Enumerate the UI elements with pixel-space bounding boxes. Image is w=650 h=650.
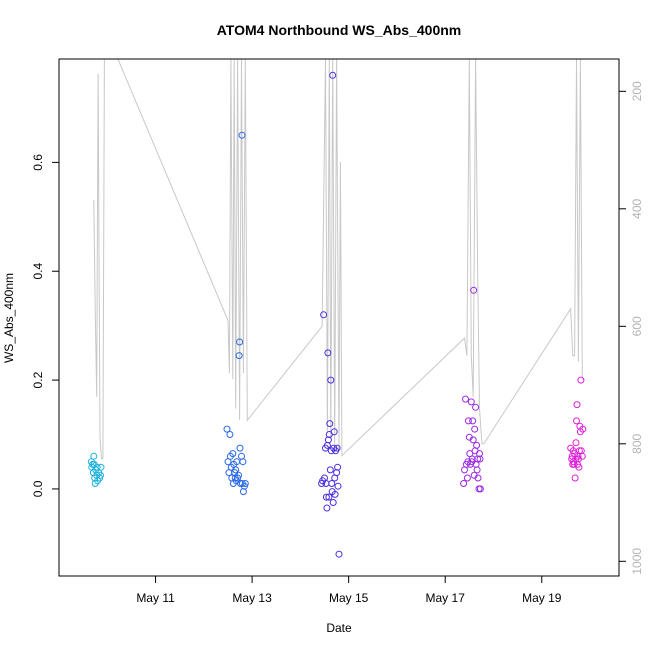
data-point [571, 474, 579, 482]
data-point [329, 499, 337, 506]
data-point [223, 425, 231, 433]
y2-tick-label: 800 [630, 433, 644, 453]
data-point [474, 474, 482, 482]
data-point [232, 466, 240, 474]
x-tick-label: May 13 [232, 591, 272, 605]
data-point [320, 311, 328, 319]
secondary-axis-profile [93, 58, 585, 459]
data-point [326, 420, 334, 428]
data-point [238, 131, 246, 139]
y-axis: 0.0 0.2 0.4 0.6 [31, 154, 59, 497]
y2-tick-label: 1000 [630, 548, 644, 575]
plot-frame [58, 58, 620, 577]
data-point [575, 447, 583, 455]
data-points [87, 71, 587, 558]
data-point [460, 480, 468, 487]
data-point [476, 485, 484, 493]
data-point [573, 401, 581, 409]
data-point [323, 504, 331, 512]
chart-title: ATOM4 Northbound WS_Abs_400nm [217, 22, 462, 38]
data-point [322, 493, 330, 501]
y-axis-label: WS_Abs_400nm [2, 273, 16, 363]
data-point [467, 398, 475, 406]
data-point [578, 452, 586, 460]
data-point [327, 376, 335, 384]
series-5 [567, 376, 587, 482]
data-point [572, 439, 580, 447]
data-point [335, 550, 343, 558]
y-tick-label: 0.0 [31, 480, 45, 497]
data-point [236, 444, 244, 452]
data-point [331, 490, 339, 498]
data-point [579, 425, 587, 433]
series-2 [223, 131, 249, 496]
data-point [573, 417, 580, 425]
data-point [235, 471, 243, 479]
data-point [239, 458, 247, 466]
y2-tick-label: 400 [630, 198, 644, 218]
profile-line [93, 58, 585, 459]
data-point [325, 493, 333, 501]
data-point [469, 417, 477, 425]
data-point [241, 480, 249, 487]
x-tick-label: May 17 [426, 591, 466, 605]
data-point [462, 395, 469, 403]
data-point [328, 480, 336, 487]
data-point [226, 431, 234, 438]
data-point [324, 349, 332, 357]
y-tick-label: 0.2 [31, 371, 45, 388]
x-axis-label: Date [326, 621, 352, 635]
data-point [334, 463, 342, 471]
data-point [473, 466, 481, 474]
data-point [476, 455, 484, 463]
data-point [575, 463, 583, 471]
data-point [468, 455, 476, 463]
series-1 [87, 452, 105, 487]
data-point [469, 436, 477, 444]
data-point [330, 428, 338, 436]
data-point [329, 71, 337, 79]
data-point [333, 444, 341, 452]
data-point [472, 403, 480, 411]
data-point [476, 450, 483, 458]
series-4 [460, 286, 484, 493]
data-point [97, 463, 105, 471]
secondary-y-axis: 200 400 600 800 1000 [619, 81, 644, 575]
x-axis: May 11 May 13 May 15 May 17 May 19 [136, 576, 562, 605]
data-point [229, 450, 237, 458]
x-tick-label: May 11 [136, 591, 175, 605]
data-point [464, 417, 472, 425]
y2-tick-label: 600 [630, 316, 644, 336]
y-tick-label: 0.6 [31, 154, 45, 171]
x-tick-label: May 15 [329, 591, 369, 605]
data-point [236, 338, 244, 346]
series-3 [318, 71, 343, 558]
data-point [577, 376, 585, 384]
data-point [473, 441, 481, 449]
data-point [90, 452, 98, 460]
data-point [470, 286, 478, 294]
data-point [235, 352, 243, 360]
data-point [471, 425, 479, 433]
data-point [334, 482, 342, 490]
data-point [326, 466, 334, 474]
x-tick-label: May 19 [522, 591, 562, 605]
y-tick-label: 0.4 [31, 263, 45, 280]
data-point [97, 471, 104, 479]
data-point [463, 474, 471, 482]
y2-tick-label: 200 [630, 81, 644, 101]
